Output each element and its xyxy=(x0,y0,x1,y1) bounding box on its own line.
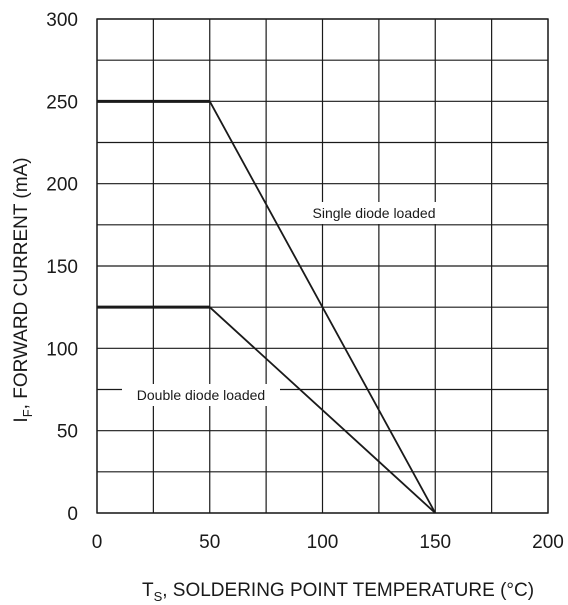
x-tick-label: 100 xyxy=(307,532,339,553)
y-axis-title-sub: F xyxy=(20,409,35,417)
y-axis-title-rest: , FORWARD CURRENT (mA) xyxy=(11,157,32,409)
plot-frame xyxy=(96,18,549,514)
y-tick-label: 250 xyxy=(46,92,78,113)
x-tick-label: 50 xyxy=(199,532,220,553)
annotation-double-diode: Double diode loaded xyxy=(137,387,265,403)
x-axis-title-sub: S xyxy=(154,589,163,604)
grid xyxy=(96,18,549,514)
x-axis-title: TS, SOLDERING POINT TEMPERATURE (°C) xyxy=(142,580,534,604)
y-axis-title-main: I xyxy=(11,417,32,422)
y-tick-label: 150 xyxy=(46,257,78,278)
x-tick-label: 200 xyxy=(532,532,564,553)
x-axis-title-main: T xyxy=(142,580,154,601)
series-group xyxy=(97,99,437,514)
annotations: Single diode loaded Double diode loaded xyxy=(122,202,452,406)
x-tick-label: 0 xyxy=(92,532,103,553)
y-tick-label: 100 xyxy=(46,339,78,360)
y-tick-label: 300 xyxy=(46,10,78,31)
y-tick-label: 200 xyxy=(46,175,78,196)
x-axis-title-rest: , SOLDERING POINT TEMPERATURE (°C) xyxy=(162,580,534,601)
annotation-single-diode: Single diode loaded xyxy=(313,205,436,221)
annotation-double-bg xyxy=(122,384,280,406)
y-axis-title: IF, FORWARD CURRENT (mA) xyxy=(11,157,35,422)
tick-labels: 0 50 100 150 200 0 50 100 150 200 250 300 xyxy=(46,10,564,553)
annotation-single-bg xyxy=(296,202,452,224)
x-tick-label: 150 xyxy=(419,532,451,553)
y-tick-label: 0 xyxy=(67,504,78,525)
y-tick-label: 50 xyxy=(57,422,78,443)
